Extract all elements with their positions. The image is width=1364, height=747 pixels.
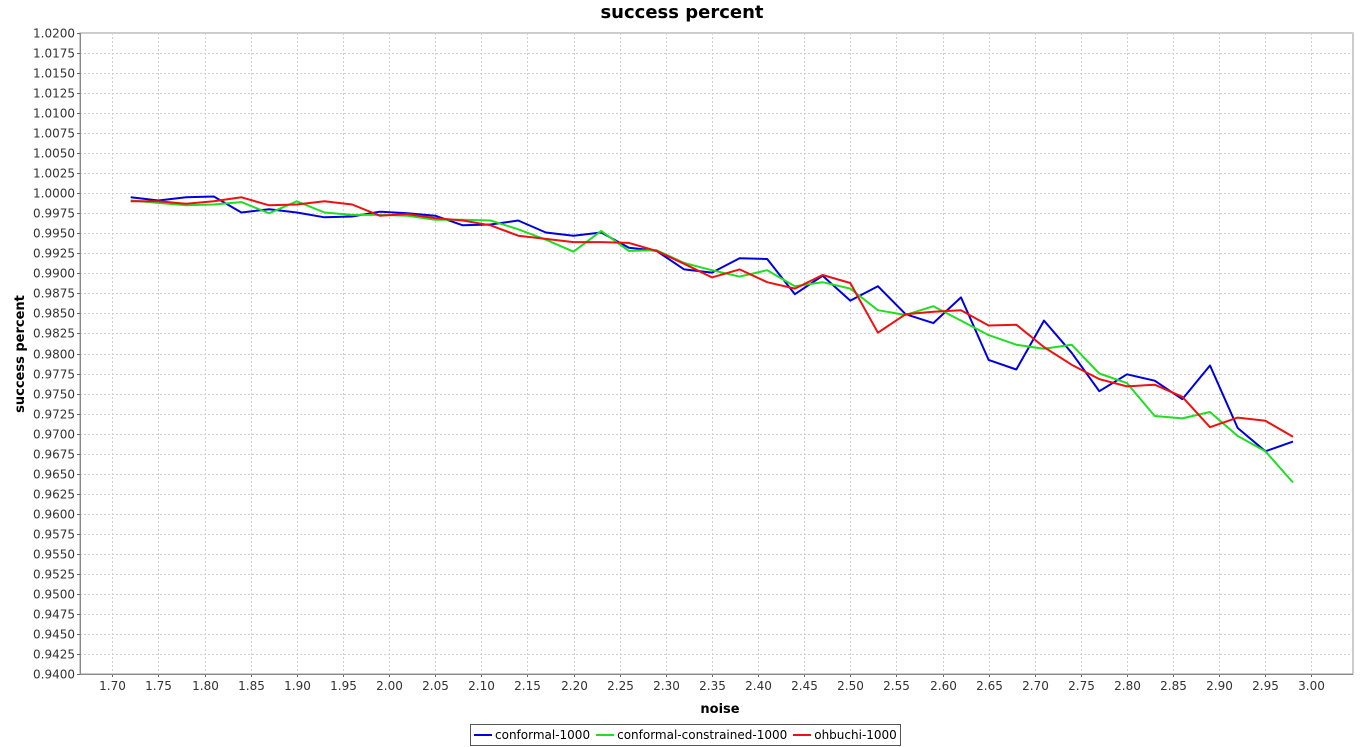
y-tick-label: 1.0025 [33,167,75,181]
x-tick-label: 2.50 [837,679,864,693]
x-tick-label: 2.75 [1068,679,1095,693]
x-tick-label: 2.10 [468,679,495,693]
y-tick-label: 1.0000 [33,187,75,201]
x-axis-label: noise [700,702,739,717]
x-tick-label: 2.45 [791,679,818,693]
x-tick-label: 2.80 [1114,679,1141,693]
x-tick-label: 2.15 [514,679,541,693]
x-tick-label: 2.55 [883,679,910,693]
y-tick-label: 0.9850 [33,307,75,321]
x-tick-label: 2.95 [1252,679,1279,693]
legend-swatch [793,734,812,736]
x-tick-label: 3.00 [1298,679,1325,693]
x-tick-label: 1.80 [192,679,219,693]
x-tick-label: 2.40 [745,679,772,693]
x-tick-label: 2.70 [1022,679,1049,693]
y-tick-label: 0.9625 [33,488,75,502]
legend-swatch [474,734,492,736]
y-tick-label: 0.9750 [33,388,75,402]
plot-background [79,32,1354,675]
y-tick-label: 0.9425 [33,648,75,662]
legend-label: conformal-1000 [495,728,591,742]
y-tick-label: 0.9825 [33,327,75,341]
y-tick-label: 1.0175 [33,47,75,61]
x-tick-label: 1.75 [145,679,172,693]
series-line-conformal-1000 [130,195,1294,453]
chart-title: success percent [600,2,764,23]
x-tick-label: 2.00 [376,679,403,693]
x-tick-label: 2.85 [1160,679,1187,693]
x-tick-label: 2.65 [976,679,1003,693]
legend-item-ohbuchi-1000: ohbuchi-1000 [793,728,897,742]
legend-swatch [596,734,615,736]
y-tick-label: 0.9475 [33,608,75,622]
y-tick-label: 0.9600 [33,508,75,522]
y-tick-label: 1.0100 [33,107,75,121]
y-tick-label: 0.9775 [33,368,75,382]
x-tick-label: 1.95 [330,679,357,693]
y-tick-label: 1.0050 [33,147,75,161]
y-tick-label: 0.9950 [33,227,75,241]
y-tick-label: 0.9975 [33,207,75,221]
y-tick-label: 0.9700 [33,428,75,442]
x-tick-label: 1.85 [238,679,265,693]
y-tick-label: 0.9875 [33,287,75,301]
y-axis-label: success percent [13,295,28,413]
x-tick-label: 2.30 [653,679,680,693]
y-tick-label: 1.0200 [33,27,75,41]
y-tick-label: 0.9900 [33,267,75,281]
series-line-conformal-constrained-1000 [130,199,1294,484]
y-tick-label: 0.9650 [33,468,75,482]
y-tick-label: 0.9550 [33,548,75,562]
x-tick-label: 2.25 [607,679,634,693]
y-tick-label: 1.0075 [33,127,75,141]
legend-item-conformal-constrained-1000: conformal-constrained-1000 [596,728,787,742]
legend-item-conformal-1000: conformal-1000 [474,728,590,742]
y-tick-label: 0.9525 [33,568,75,582]
series-line-ohbuchi-1000 [130,196,1294,438]
y-tick-label: 0.9725 [33,408,75,422]
y-tick-label: 1.0150 [33,67,75,81]
y-tick-label: 1.0125 [33,87,75,101]
y-tick-label: 0.9925 [33,247,75,261]
x-tick-label: 2.35 [699,679,726,693]
legend: conformal-1000 conformal-constrained-100… [470,724,901,746]
legend-label: ohbuchi-1000 [814,728,897,742]
x-tick-label: 2.60 [930,679,957,693]
x-tick-label: 2.20 [561,679,588,693]
y-tick-label: 0.9675 [33,448,75,462]
legend-label: conformal-constrained-1000 [617,728,788,742]
x-tick-label: 2.05 [422,679,449,693]
x-tick-label: 1.70 [99,679,126,693]
y-tick-label: 0.9800 [33,348,75,362]
y-tick-label: 0.9500 [33,588,75,602]
y-tick-label: 0.9450 [33,628,75,642]
x-tick-label: 2.90 [1206,679,1233,693]
y-tick-label: 0.9575 [33,528,75,542]
x-tick-label: 1.90 [284,679,311,693]
y-tick-label: 0.9400 [33,668,75,682]
